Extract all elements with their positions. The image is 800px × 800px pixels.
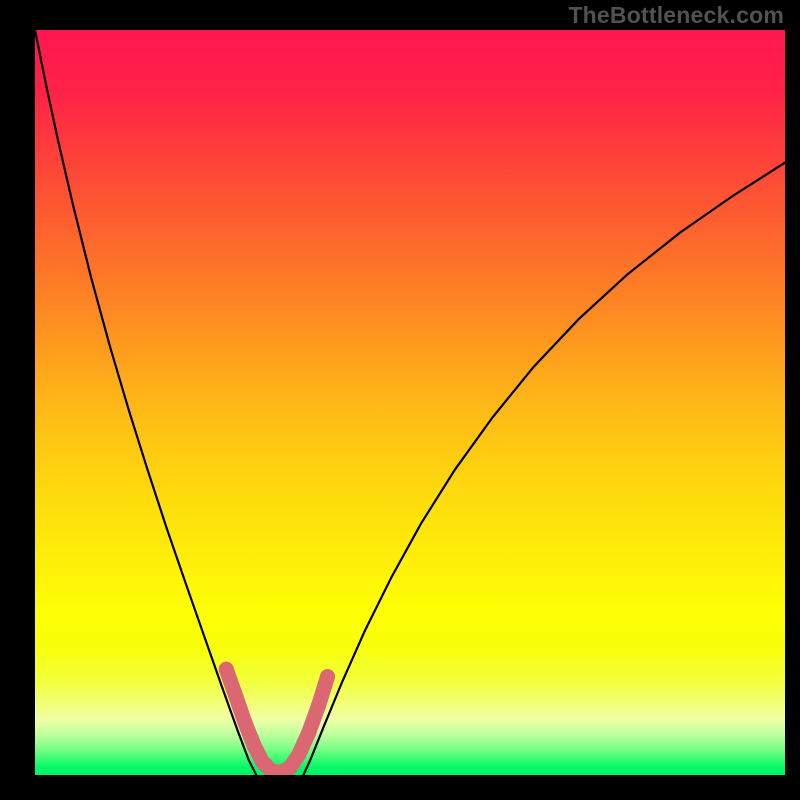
chart-frame: TheBottleneck.com	[0, 0, 800, 800]
gradient-background	[35, 30, 785, 775]
border-left	[0, 0, 35, 800]
border-bottom	[0, 775, 800, 800]
border-right	[785, 0, 800, 800]
watermark-text: TheBottleneck.com	[568, 2, 784, 29]
chart-svg	[35, 30, 785, 775]
plot-area	[35, 30, 785, 775]
